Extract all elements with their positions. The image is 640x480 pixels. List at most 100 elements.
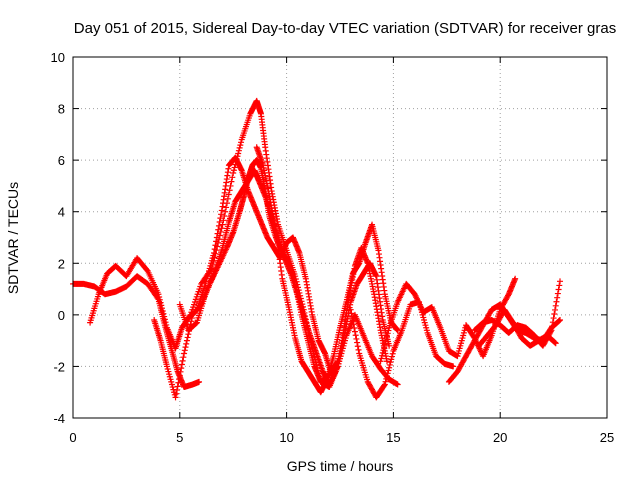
y-tick-labels: -4 -2 0 2 4 6 8 10 xyxy=(51,50,65,426)
data-points xyxy=(70,97,564,401)
data-point xyxy=(353,335,360,342)
data-point xyxy=(383,333,390,340)
data-point xyxy=(381,341,388,348)
data-point xyxy=(159,307,166,314)
data-point xyxy=(384,370,391,377)
data-point xyxy=(381,344,388,351)
x-tick-labels: 0 5 10 15 20 25 xyxy=(69,430,614,445)
data-point xyxy=(379,352,386,359)
data-point xyxy=(183,340,190,347)
data-point xyxy=(230,167,237,174)
data-point xyxy=(351,324,358,331)
data-point xyxy=(350,321,357,328)
data-point xyxy=(355,346,362,353)
data-point xyxy=(383,373,390,380)
chart-title: Day 051 of 2015, Sidereal Day-to-day VTE… xyxy=(74,20,616,37)
data-point xyxy=(220,217,227,224)
data-point xyxy=(553,298,560,305)
data-point xyxy=(213,234,220,241)
data-point xyxy=(229,174,236,181)
data-point xyxy=(383,375,390,382)
data-point xyxy=(224,195,231,202)
data-point xyxy=(176,376,183,383)
data-point xyxy=(215,226,222,233)
data-point xyxy=(218,211,225,218)
data-point xyxy=(158,302,165,309)
data-point xyxy=(552,302,559,309)
data-point xyxy=(188,315,195,322)
data-point xyxy=(387,359,394,366)
data-point xyxy=(218,207,225,214)
data-point xyxy=(548,327,555,334)
data-point xyxy=(173,390,180,397)
data-point xyxy=(354,339,361,346)
data-point xyxy=(382,338,389,345)
series-arc-7 xyxy=(347,298,457,401)
data-point xyxy=(235,150,242,157)
data-point xyxy=(384,330,391,337)
data-point xyxy=(161,313,168,320)
data-point xyxy=(512,275,519,282)
data-point xyxy=(388,353,395,360)
data-point xyxy=(212,242,219,249)
y-tick-label: 0 xyxy=(58,308,65,323)
data-point xyxy=(177,368,184,375)
y-tick-label: -4 xyxy=(53,411,65,426)
data-point xyxy=(213,238,220,245)
y-axis-title: SDTVAR / TECUs xyxy=(5,182,21,294)
data-point xyxy=(178,361,185,368)
data-point xyxy=(179,357,186,364)
data-point xyxy=(549,323,556,330)
data-point xyxy=(222,208,229,215)
data-point xyxy=(380,347,387,354)
data-point xyxy=(174,383,181,390)
data-point xyxy=(230,170,237,177)
data-point xyxy=(386,342,393,349)
data-point xyxy=(188,318,195,325)
x-tick-label: 5 xyxy=(176,430,183,445)
data-point xyxy=(172,394,179,401)
x-tick-label: 25 xyxy=(600,430,614,445)
x-tick-label: 0 xyxy=(69,430,76,445)
data-point xyxy=(554,294,561,301)
data-point xyxy=(550,315,557,322)
x-tick-label: 10 xyxy=(279,430,293,445)
data-point xyxy=(552,340,559,347)
data-point xyxy=(156,294,163,301)
data-point xyxy=(175,379,182,386)
data-point xyxy=(381,381,388,388)
data-point xyxy=(181,347,188,354)
y-tick-label: 10 xyxy=(51,50,65,65)
data-point xyxy=(162,319,169,326)
data-point xyxy=(161,316,168,323)
data-point xyxy=(382,378,389,385)
data-point xyxy=(226,187,233,194)
data-point xyxy=(385,327,392,334)
data-point xyxy=(386,361,393,368)
data-point xyxy=(547,328,554,335)
data-point xyxy=(347,306,354,313)
data-point xyxy=(196,378,203,385)
data-point xyxy=(385,367,392,374)
data-point xyxy=(351,328,358,335)
data-point xyxy=(163,321,170,328)
data-point xyxy=(180,354,187,361)
x-axis-title: GPS time / hours xyxy=(287,458,394,474)
data-point xyxy=(155,291,162,298)
data-point xyxy=(235,147,242,154)
data-point xyxy=(157,299,164,306)
x-tick-label: 20 xyxy=(493,430,507,445)
data-point xyxy=(181,350,188,357)
data-point xyxy=(378,355,385,362)
data-point xyxy=(394,381,401,388)
data-point xyxy=(352,332,359,339)
series-arc-6 xyxy=(253,144,401,396)
data-point xyxy=(178,365,185,372)
data-point xyxy=(193,320,200,327)
data-point xyxy=(383,335,390,342)
data-point xyxy=(143,266,150,273)
data-point xyxy=(216,219,223,226)
data-point xyxy=(388,356,395,363)
data-point xyxy=(349,317,356,324)
